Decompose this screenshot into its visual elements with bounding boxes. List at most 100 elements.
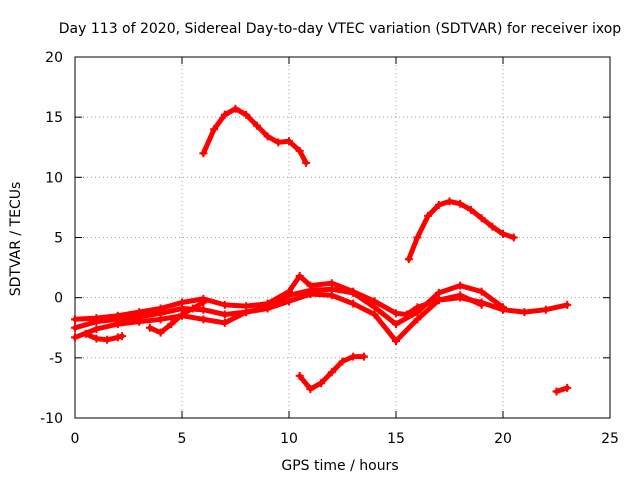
data-point (263, 132, 272, 141)
data-point (103, 335, 112, 344)
y-tick-label: 0 (54, 291, 63, 307)
data-point (306, 385, 315, 394)
chart-title: Day 113 of 2020, Sidereal Day-to-day VTE… (59, 21, 622, 37)
data-point (563, 383, 572, 392)
x-tick-label: 20 (494, 431, 512, 447)
x-tick-label: 5 (178, 431, 187, 447)
data-point (199, 315, 208, 324)
data-point (392, 309, 400, 318)
y-tick-label: 5 (54, 231, 63, 247)
series-line (200, 106, 309, 166)
x-tick-label: 25 (601, 431, 619, 447)
data-point (338, 357, 347, 366)
data-series (71, 104, 572, 396)
data-point (295, 371, 304, 380)
data-point (499, 303, 507, 312)
series-arc-9 (145, 298, 208, 337)
data-point (413, 315, 422, 324)
data-point (477, 300, 486, 309)
data-point (135, 317, 144, 326)
data-point (552, 387, 561, 396)
data-point (285, 137, 293, 146)
data-point (81, 329, 90, 338)
data-point (317, 379, 326, 388)
series-arc-4 (552, 383, 572, 396)
data-point (113, 333, 122, 342)
y-tick-label: -10 (40, 411, 63, 427)
y-tick-label: 10 (45, 170, 63, 186)
data-point (295, 272, 304, 281)
data-point (370, 310, 379, 319)
y-tick-label: 15 (45, 110, 63, 126)
data-point (285, 297, 293, 306)
data-point (499, 229, 507, 238)
data-point (210, 125, 219, 134)
data-point (456, 291, 465, 300)
data-point (118, 332, 127, 341)
x-axis-label: GPS time / hours (281, 458, 398, 474)
data-point (199, 298, 208, 307)
series-arc-8 (81, 329, 127, 344)
data-point (71, 323, 79, 332)
data-point (327, 368, 336, 377)
data-point (220, 310, 229, 319)
data-point (199, 305, 208, 314)
data-point (392, 336, 400, 345)
data-point (199, 149, 208, 158)
data-point (92, 324, 101, 333)
data-point (349, 299, 358, 308)
data-point (92, 334, 101, 343)
y-tick-label: 20 (45, 50, 63, 66)
axis-ticks: 0 5 10 15 20 25 -10 -5 0 5 10 15 20 (40, 50, 619, 447)
y-axis-label: SDTVAR / TECUs (8, 182, 24, 297)
data-point (167, 320, 176, 329)
data-point (145, 323, 154, 332)
data-point (541, 305, 550, 314)
data-point (242, 110, 251, 119)
data-point (242, 308, 251, 317)
data-point (456, 281, 465, 290)
data-point (231, 104, 240, 113)
data-point (92, 317, 101, 326)
data-point (71, 315, 79, 324)
data-point (477, 214, 486, 223)
series-arc-2 (404, 197, 518, 264)
data-point (424, 211, 433, 220)
data-point (509, 233, 518, 242)
data-point (456, 199, 465, 208)
data-point (349, 288, 358, 297)
data-point (434, 296, 443, 305)
data-point (220, 110, 229, 119)
data-point (220, 300, 229, 309)
data-point (370, 303, 379, 312)
data-point (404, 255, 413, 264)
data-point (306, 290, 315, 299)
x-tick-label: 10 (280, 431, 298, 447)
x-tick-label: 0 (71, 431, 80, 447)
data-point (252, 121, 261, 130)
series-arc-7 (71, 290, 486, 345)
data-point (434, 201, 443, 210)
data-point (392, 320, 400, 329)
data-point (71, 333, 79, 342)
data-point (520, 308, 529, 317)
x-tick-label: 15 (387, 431, 405, 447)
data-point (563, 300, 572, 309)
data-point (445, 197, 454, 206)
data-point (156, 315, 165, 324)
data-point (413, 233, 422, 242)
data-point (295, 146, 304, 155)
data-point (263, 304, 272, 313)
data-point (220, 318, 229, 327)
data-point (156, 328, 165, 337)
data-point (113, 320, 122, 329)
data-point (349, 352, 358, 361)
data-point (274, 138, 283, 147)
data-point (302, 158, 311, 167)
data-point (466, 205, 475, 214)
y-tick-label: -5 (49, 351, 63, 367)
data-point (434, 288, 443, 297)
series-arc-3 (295, 352, 368, 394)
data-point (178, 310, 186, 319)
